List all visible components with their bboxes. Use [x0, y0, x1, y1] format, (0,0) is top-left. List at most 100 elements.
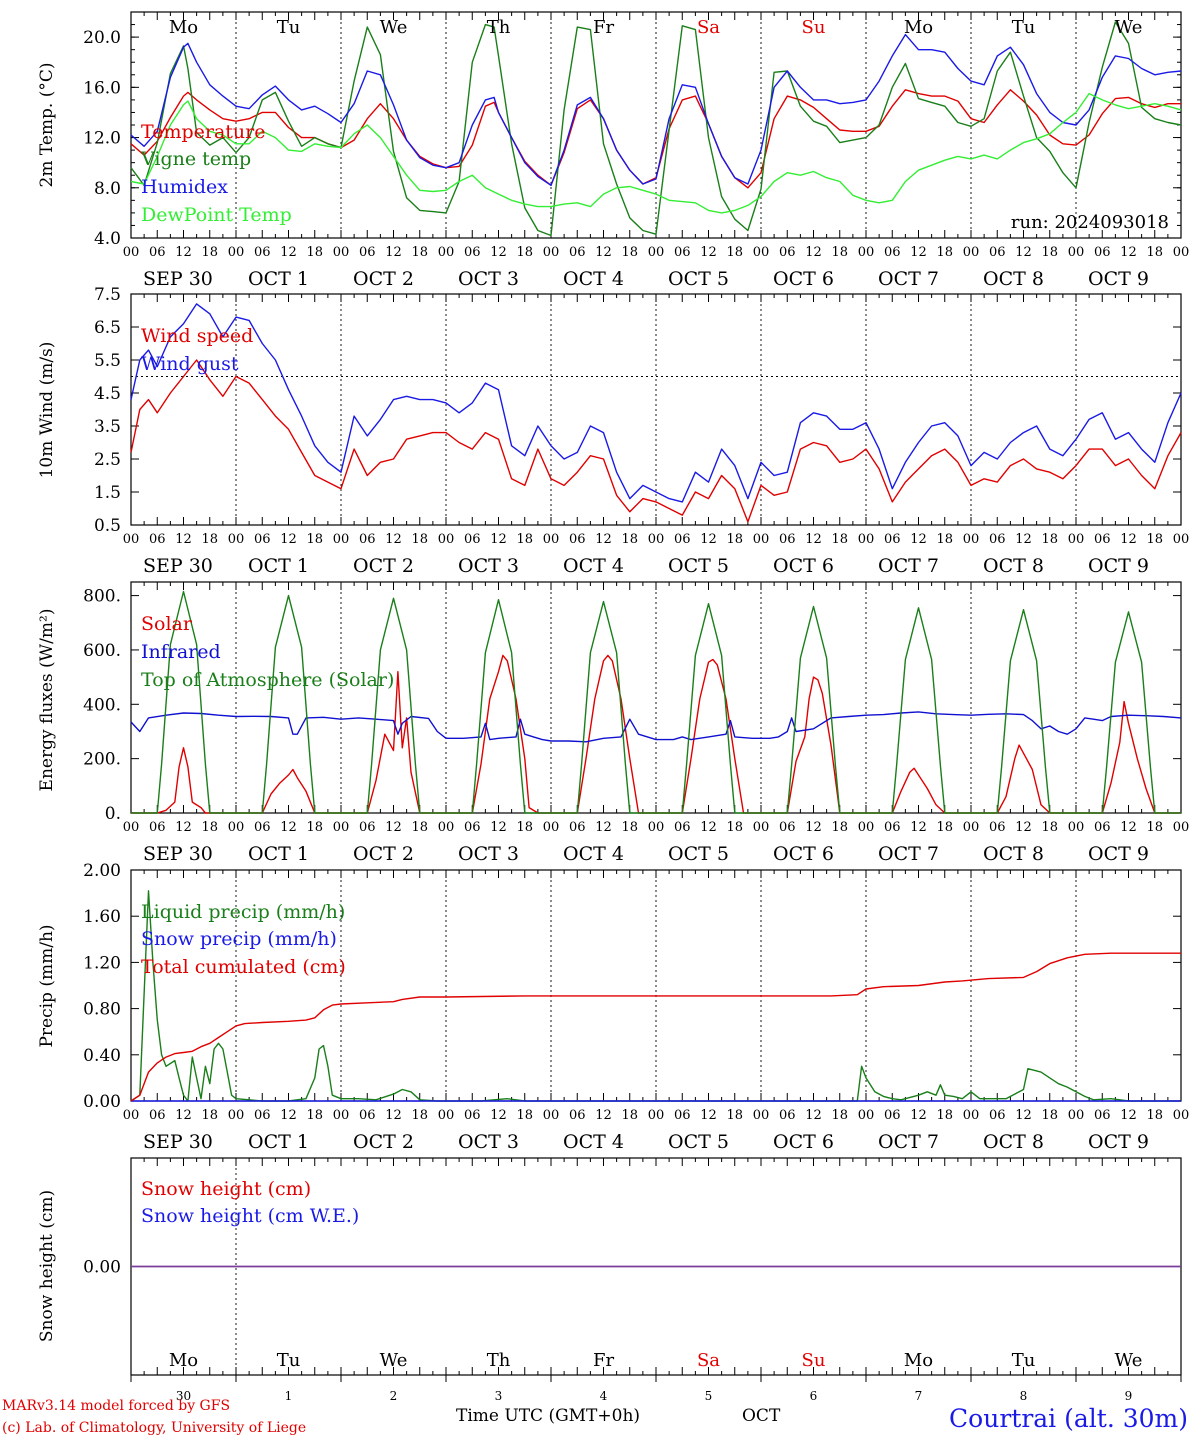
day-number: 2	[390, 1389, 398, 1403]
weekday-label: Th	[487, 17, 511, 38]
hour-label: 00	[333, 1108, 350, 1123]
date-label: OCT 9	[1088, 268, 1149, 290]
hour-label: 18	[936, 245, 953, 260]
hour-label: 00	[963, 245, 980, 260]
hour-label: 06	[884, 820, 901, 835]
date-label: OCT 6	[773, 843, 834, 865]
hour-label: 18	[936, 1108, 953, 1123]
hour-label: 00	[648, 820, 665, 835]
hour-label: 00	[438, 245, 455, 260]
y-tick-label: 0.00	[83, 1258, 121, 1278]
weekday-label: Fr	[593, 1350, 614, 1371]
series-line-humidex	[130, 33, 1182, 187]
hour-label: 06	[464, 1108, 481, 1123]
run-label: run: 2024093018	[1011, 212, 1169, 233]
hour-label: 18	[726, 532, 743, 547]
hour-label: 00	[1173, 1108, 1190, 1123]
hour-label: 18	[1041, 820, 1058, 835]
date-label: OCT 5	[668, 1131, 729, 1153]
hour-label: 18	[201, 245, 218, 260]
y-tick-label: 6.5	[94, 318, 121, 338]
hour-label: 12	[385, 1108, 402, 1123]
hour-label: 18	[726, 1108, 743, 1123]
weekday-label: Mo	[169, 1350, 198, 1371]
hour-label: 12	[280, 1108, 297, 1123]
hour-label: 00	[753, 532, 770, 547]
hour-label: 12	[490, 532, 507, 547]
y-tick-label: 1.5	[94, 483, 121, 503]
legend-entry: Total cumulated (cm)	[141, 956, 346, 978]
day-number: 7	[915, 1389, 923, 1403]
series-line-wind-speed	[130, 359, 1182, 523]
date-label: SEP 30	[143, 268, 213, 290]
hour-label: 06	[884, 532, 901, 547]
y-axis-label: Snow height (cm)	[37, 1190, 57, 1342]
hour-label: 18	[621, 532, 638, 547]
date-label: OCT 1	[248, 1131, 309, 1153]
hour-label: 12	[1120, 1108, 1137, 1123]
hour-label: 06	[989, 820, 1006, 835]
date-label: OCT 5	[668, 555, 729, 577]
hour-label: 12	[1015, 820, 1032, 835]
hour-label: 18	[1146, 1108, 1163, 1123]
hour-label: 18	[306, 532, 323, 547]
y-tick-label: 200.	[83, 750, 121, 770]
date-label: OCT 6	[773, 1131, 834, 1153]
hour-label: 00	[543, 1108, 560, 1123]
date-label: OCT 3	[458, 555, 519, 577]
legend-entry: Liquid precip (mm/h)	[141, 901, 345, 923]
date-label: OCT 2	[353, 1131, 414, 1153]
hour-label: 12	[1015, 1108, 1032, 1123]
hour-label: 00	[1068, 1108, 1085, 1123]
hour-label: 00	[648, 1108, 665, 1123]
hour-label: 06	[989, 245, 1006, 260]
date-label: OCT 8	[983, 268, 1044, 290]
y-axis-label: Precip (mm/h)	[37, 924, 57, 1047]
hour-label: 12	[175, 245, 192, 260]
legend-entry: DewPoint Temp	[141, 204, 292, 226]
series-line-top-of-atmosphere-solar-	[131, 590, 1181, 814]
hour-label: 00	[753, 245, 770, 260]
hour-label: 06	[989, 532, 1006, 547]
hour-label: 06	[569, 1108, 586, 1123]
month-label: OCT	[742, 1406, 781, 1426]
weekday-label: Sa	[697, 1350, 720, 1371]
series-line-wind-gust	[130, 303, 1182, 503]
series-line-total-cumulated-cm-	[130, 952, 1181, 1102]
hour-label: 12	[910, 1108, 927, 1123]
hour-label: 12	[175, 820, 192, 835]
weekday-label: Sa	[697, 17, 720, 38]
hour-label: 06	[779, 1108, 796, 1123]
hour-label: 06	[254, 532, 271, 547]
y-axis-label: 10m Wind (m/s)	[37, 342, 57, 479]
y-tick-label: 20.0	[83, 28, 121, 48]
hour-label: 00	[648, 532, 665, 547]
series-line-dewpoint-temp	[130, 92, 1182, 214]
hour-label: 06	[674, 532, 691, 547]
hour-label: 18	[936, 820, 953, 835]
day-number: 8	[1020, 1389, 1028, 1403]
hour-label: 06	[359, 245, 376, 260]
hour-label: 18	[1041, 532, 1058, 547]
date-label: OCT 7	[878, 268, 939, 290]
hour-label: 12	[805, 245, 822, 260]
hour-label: 18	[201, 820, 218, 835]
hour-label: 00	[333, 245, 350, 260]
date-label: OCT 8	[983, 555, 1044, 577]
hour-label: 06	[149, 532, 166, 547]
weekday-label: Tu	[1012, 17, 1036, 38]
hour-label: 12	[595, 245, 612, 260]
hour-label: 18	[936, 532, 953, 547]
model-credit: MARv3.14 model forced by GFS	[2, 1398, 231, 1414]
lab-credit: (c) Lab. of Climatology, University of L…	[2, 1420, 307, 1436]
hour-label: 12	[175, 532, 192, 547]
y-tick-label: 12.0	[83, 129, 121, 149]
date-label: OCT 4	[563, 555, 624, 577]
hour-label: 12	[595, 820, 612, 835]
hour-label: 06	[254, 820, 271, 835]
hour-label: 12	[280, 820, 297, 835]
date-label: OCT 9	[1088, 1131, 1149, 1153]
series-line-infrared	[130, 711, 1182, 743]
hour-label: 18	[516, 820, 533, 835]
